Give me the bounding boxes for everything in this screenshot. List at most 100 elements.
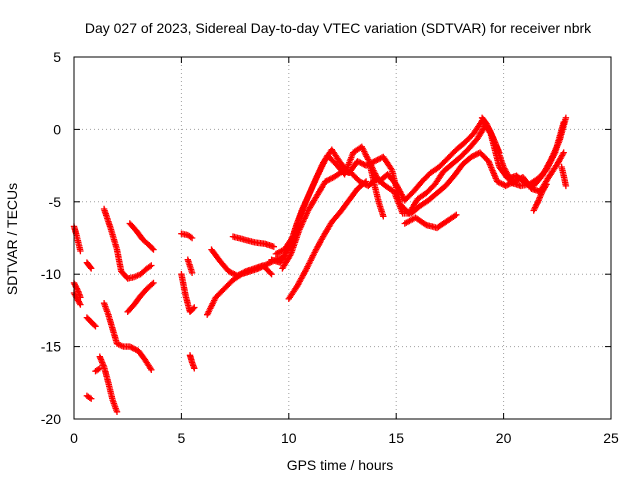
axes: 0 5 10 15 20 25 5 0 -5 -10 -15 -20 <box>41 49 619 446</box>
data-point <box>92 323 99 330</box>
data-point <box>267 269 274 277</box>
series-t24 <box>530 181 550 214</box>
series-t3 <box>83 392 95 402</box>
y-tick-label: -5 <box>49 194 62 210</box>
data-point <box>149 245 156 252</box>
data-point <box>229 270 237 277</box>
data-point <box>560 149 567 156</box>
data-point <box>190 305 197 312</box>
data-point <box>531 205 538 213</box>
data-point <box>505 181 512 188</box>
series-t2 <box>83 314 99 330</box>
data-point <box>543 181 550 188</box>
data-point <box>496 149 503 156</box>
y-tick-label: -10 <box>41 266 61 282</box>
series-t12 <box>184 256 196 276</box>
series-t7 <box>100 205 155 282</box>
data-point <box>241 268 248 276</box>
data-point <box>231 271 238 278</box>
data-point <box>188 269 196 276</box>
data-point <box>534 200 541 207</box>
y-axis-title: SDTVAR / TECUs <box>4 183 20 295</box>
data-point <box>360 161 367 168</box>
series-t20 <box>285 178 370 302</box>
series-t0a <box>70 223 84 255</box>
series-t22 <box>401 211 460 232</box>
data-point <box>355 158 363 166</box>
series-t25 <box>558 163 570 190</box>
data-point <box>76 300 83 307</box>
data-point <box>468 153 475 161</box>
data-point <box>265 260 272 267</box>
series-t19 <box>279 149 567 272</box>
series-t10 <box>178 230 196 242</box>
series-t21 <box>367 163 387 220</box>
data-point <box>236 271 244 278</box>
data-point <box>559 150 567 158</box>
data-point <box>498 180 505 187</box>
series-t6 <box>100 300 155 373</box>
data-point <box>86 394 93 401</box>
data-point <box>150 279 157 287</box>
series-t9 <box>124 279 157 315</box>
x-tick-label: 10 <box>281 430 297 446</box>
data-point <box>268 271 275 278</box>
data-point <box>361 179 369 186</box>
data-point <box>374 156 381 163</box>
data-point <box>191 365 198 372</box>
data-point <box>113 408 121 415</box>
y-tick-label: -20 <box>41 411 61 427</box>
plot-frame <box>73 56 612 420</box>
data-point <box>493 143 500 150</box>
data-point <box>387 165 395 172</box>
data-point <box>562 182 570 190</box>
data-point <box>495 179 502 186</box>
series-t15 <box>208 246 275 279</box>
series-t5 <box>96 353 121 415</box>
data-point <box>380 213 387 220</box>
series-t11 <box>178 271 198 315</box>
data-point <box>235 271 242 279</box>
series-t23 <box>478 114 503 156</box>
data-point <box>272 250 280 258</box>
x-axis-title: GPS time / hours <box>287 457 394 473</box>
y-tick-label: 0 <box>53 121 61 137</box>
data-point <box>148 262 155 269</box>
data-point <box>362 178 370 185</box>
chart-title: Day 027 of 2023, Sidereal Day-to-day VTE… <box>85 20 592 36</box>
data-point <box>453 211 460 218</box>
data-point <box>87 264 94 271</box>
data-point <box>150 246 157 253</box>
data-point <box>485 124 492 132</box>
data-point <box>421 220 429 228</box>
data-point <box>187 233 194 241</box>
data-point <box>77 301 84 308</box>
data-point <box>91 322 98 329</box>
series-t4 <box>92 365 103 375</box>
series-t17 <box>268 119 567 266</box>
data-point <box>88 265 95 272</box>
series-t16 <box>229 233 277 250</box>
data-point <box>504 181 511 189</box>
data-point <box>148 366 155 373</box>
series-t13 <box>186 352 198 372</box>
data-point <box>472 151 479 158</box>
x-tick-label: 25 <box>603 430 619 446</box>
data-point <box>188 234 196 242</box>
x-tick-label: 20 <box>496 430 512 446</box>
series-t18 <box>272 114 570 258</box>
x-tick-label: 15 <box>388 430 404 446</box>
data-point <box>486 126 493 133</box>
data-series <box>70 114 570 415</box>
data-point <box>322 178 329 185</box>
data-point <box>132 346 139 353</box>
data-point <box>191 304 198 311</box>
data-point <box>149 280 156 288</box>
data-point <box>99 360 106 368</box>
data-point <box>270 243 277 250</box>
y-tick-label: -15 <box>41 339 61 355</box>
data-point <box>488 132 496 139</box>
data-point <box>88 395 95 402</box>
